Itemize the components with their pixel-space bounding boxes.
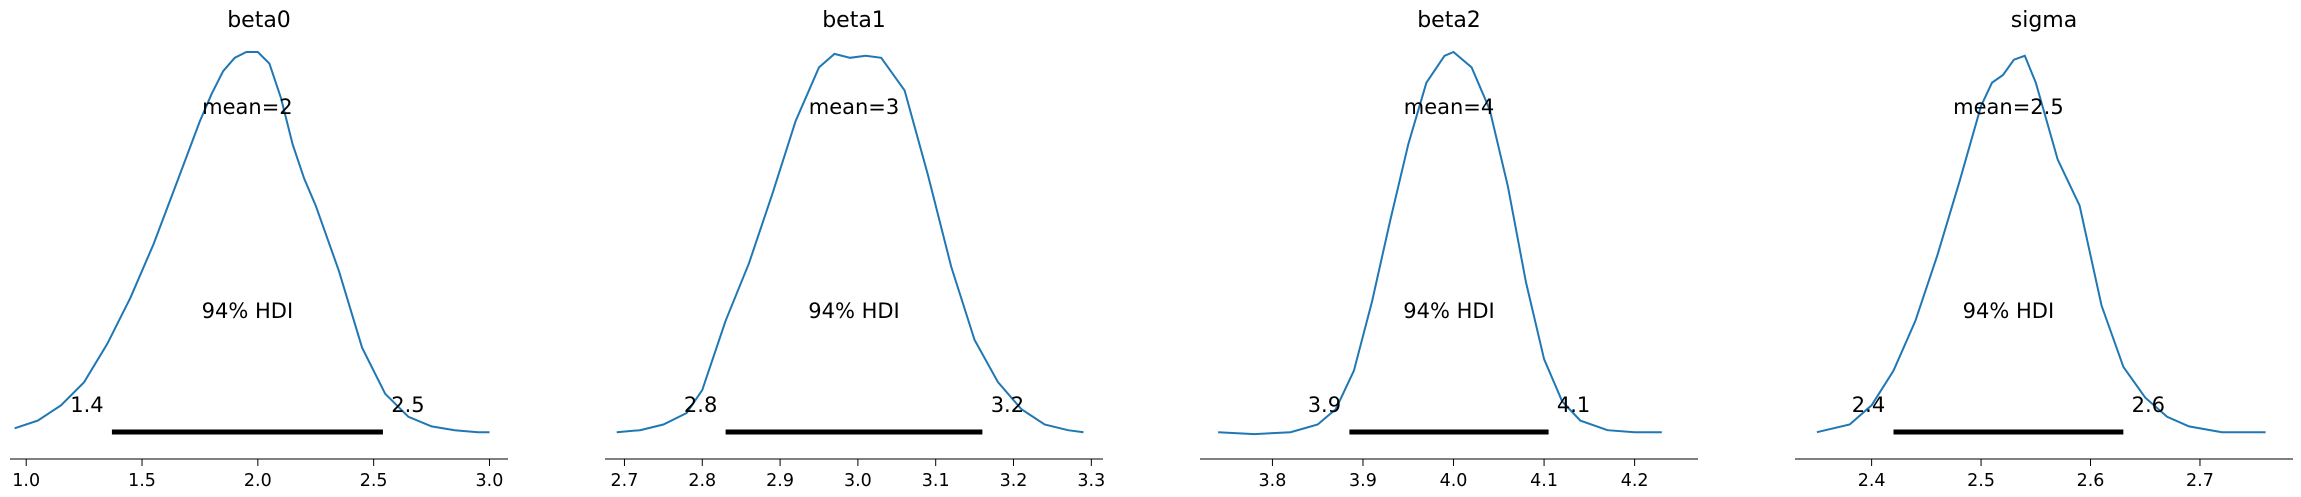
mean-label: mean=4 <box>1404 95 1495 119</box>
density-curve <box>14 51 490 434</box>
x-tick-label: 2.4 <box>1858 471 1886 491</box>
hdi-upper-label: 4.1 <box>1557 393 1590 417</box>
panel-title: beta2 <box>1417 8 1481 33</box>
x-tick-label: 3.8 <box>1259 471 1287 491</box>
x-tick-label: 2.6 <box>2077 471 2105 491</box>
x-tick-label: 4.2 <box>1621 471 1649 491</box>
x-tick-label: 2.7 <box>2186 471 2214 491</box>
density-curve <box>1816 54 2266 434</box>
hdi-lower-label: 2.4 <box>1852 393 1885 417</box>
x-tick-label: 3.3 <box>1077 471 1105 491</box>
x-tick-label: 2.8 <box>688 471 716 491</box>
hdi-label: 94% HDI <box>202 299 294 323</box>
x-tick-label: 3.0 <box>476 471 504 491</box>
hdi-lower-label: 2.8 <box>684 393 717 417</box>
panel-beta2: beta2 3.9 4.1 mean=4 94% HDI 3.8 3.9 4.0 4.1 4.2 <box>1200 8 1698 491</box>
hdi-label: 94% HDI <box>1403 299 1495 323</box>
hdi-upper-label: 2.6 <box>2132 393 2165 417</box>
x-tick-label: 3.2 <box>1000 471 1028 491</box>
panel-beta1: beta1 2.8 3.2 mean=3 94% HDI 2.7 2.8 2.9 3.0 3.1 3… <box>605 8 1105 491</box>
x-tick-label: 3.9 <box>1349 471 1377 491</box>
panel-sigma: sigma 2.4 2.6 mean=2.5 94% HDI 2.4 2.5 2.6 2.7 <box>1795 8 2293 491</box>
density-curve <box>1218 50 1662 436</box>
hdi-label: 94% HDI <box>1963 299 2055 323</box>
panel-beta0: beta0 1.4 2.5 mean=2 94% HDI 1.0 1.5 2.0 2.5 3.0 <box>10 8 508 491</box>
x-tick-label: 3.1 <box>922 471 950 491</box>
x-tick-label: 1.0 <box>12 471 40 491</box>
x-tick-label: 2.7 <box>611 471 639 491</box>
x-tick-label: 4.1 <box>1530 471 1558 491</box>
panel-title: beta1 <box>822 8 886 33</box>
x-tick-label: 3.0 <box>844 471 872 491</box>
hdi-lower-label: 3.9 <box>1308 393 1341 417</box>
x-tick-label: 2.5 <box>360 471 388 491</box>
x-tick-label: 4.0 <box>1440 471 1468 491</box>
x-tick-label: 1.5 <box>128 471 156 491</box>
mean-label: mean=3 <box>809 95 900 119</box>
panel-title: beta0 <box>227 8 291 33</box>
mean-label: mean=2 <box>202 95 293 119</box>
density-curve <box>616 52 1084 434</box>
hdi-lower-label: 1.4 <box>70 393 103 417</box>
panel-title: sigma <box>2011 8 2077 33</box>
mean-label: mean=2.5 <box>1953 95 2064 119</box>
hdi-upper-label: 3.2 <box>991 393 1024 417</box>
hdi-upper-label: 2.5 <box>391 393 424 417</box>
x-tick-label: 2.0 <box>244 471 272 491</box>
x-tick-label: 2.5 <box>1967 471 1995 491</box>
hdi-label: 94% HDI <box>808 299 900 323</box>
x-tick-label: 2.9 <box>766 471 794 491</box>
